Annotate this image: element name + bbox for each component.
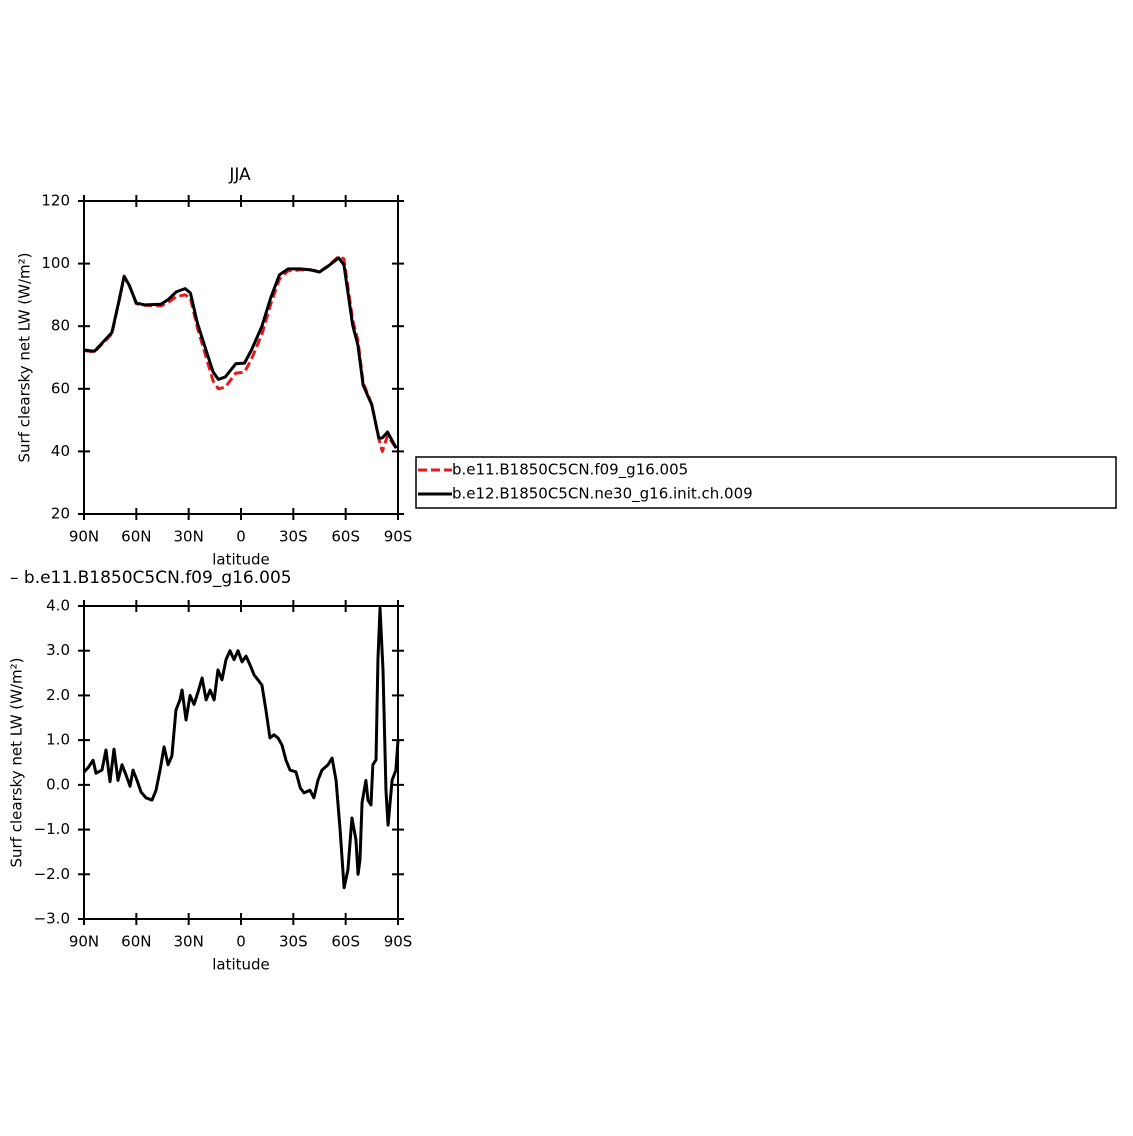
y-tick-label: −1.0 [34,820,70,838]
chart-title: JJA [228,165,251,185]
x-tick-label: 60N [121,528,151,546]
y-tick-label: 20 [51,505,70,523]
x-tick-label: 30S [279,933,308,951]
x-tick-label: 0 [236,933,246,951]
chart-title: – b.e11.B1850C5CN.f09_g16.005 [10,568,292,588]
y-tick-label: 2.0 [46,686,70,704]
series-line [83,256,398,449]
y-tick-label: −3.0 [34,910,70,928]
y-tick-label: 1.0 [46,731,70,749]
y-tick-label: 4.0 [46,597,70,615]
x-tick-label: 90S [384,528,413,546]
series-line [83,254,398,453]
x-tick-label: 30N [174,528,204,546]
x-tick-label: 90S [384,933,413,951]
y-tick-label: 80 [51,317,70,335]
y-tick-label: 40 [51,442,70,460]
data-line [82,606,400,890]
y-axis-label: Surf clearsky net LW (W/m²) [16,252,34,462]
x-tick-label: 30N [174,933,204,951]
legend-label: b.e12.B1850C5CN.ne30_g16.init.ch.009 [452,485,753,504]
x-axis-label: latitude [212,551,270,569]
x-tick-label: 60S [331,933,360,951]
y-tick-label: 120 [41,192,70,210]
x-tick-label: 30S [279,528,308,546]
legend-box [415,456,1117,509]
x-axis-label: latitude [212,956,270,974]
x-tick-label: 60N [121,933,151,951]
y-tick-label: 0.0 [46,775,70,793]
y-tick-label: −2.0 [34,865,70,883]
y-tick-label: 100 [41,254,70,272]
x-tick-label: 0 [236,528,246,546]
legend-label: b.e11.B1850C5CN.f09_g16.005 [452,461,688,480]
plot-frame [83,200,399,515]
x-tick-label: 90N [69,933,99,951]
x-tick-label: 90N [69,528,99,546]
y-tick-label: 3.0 [46,641,70,659]
y-axis-label: Surf clearsky net LW (W/m²) [8,657,26,867]
y-tick-label: 60 [51,379,70,397]
plot-frame [83,605,399,920]
x-tick-label: 60S [331,528,360,546]
